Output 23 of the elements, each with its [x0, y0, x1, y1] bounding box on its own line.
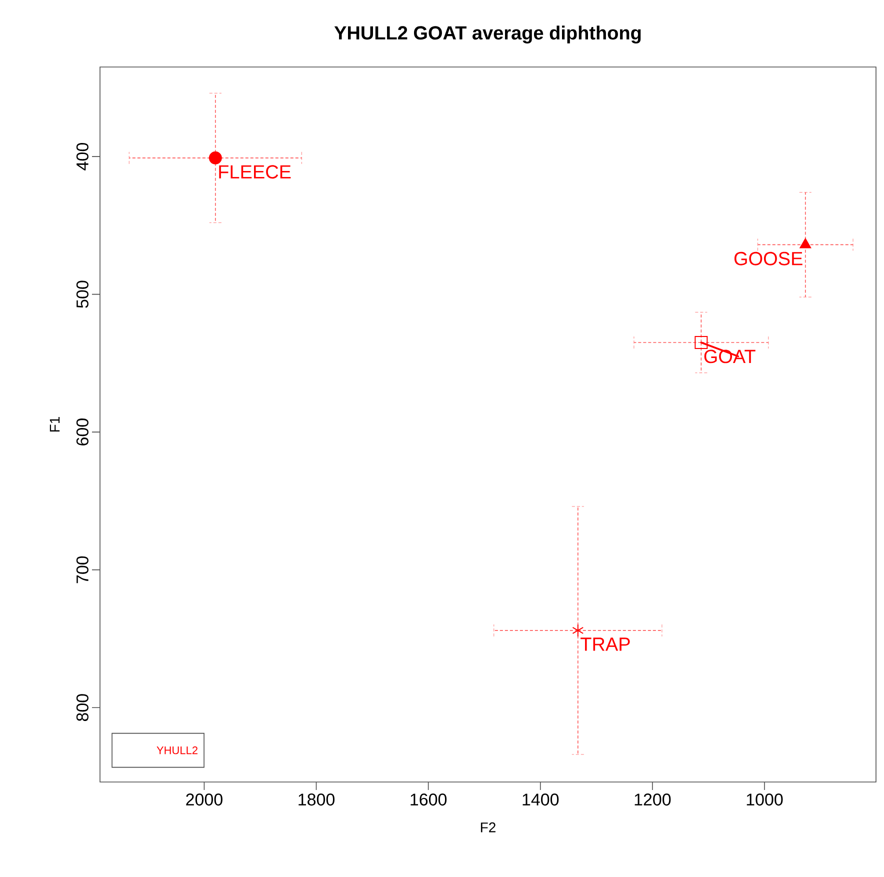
y-tick-label: 700: [76, 556, 88, 584]
y-axis-title: F1: [50, 417, 60, 432]
point: [800, 238, 812, 248]
x-tick-label: 1600: [410, 794, 447, 806]
y-tick-label: 600: [76, 418, 88, 446]
series-label: GOOSE: [734, 252, 802, 266]
x-tick-label: 1800: [298, 794, 335, 806]
point: [208, 151, 222, 164]
chart-title: YHULL2 GOAT average diphthong: [334, 26, 641, 44]
series-label: TRAP: [580, 638, 630, 651]
point: [694, 336, 708, 350]
series-label: FLEECE: [219, 165, 291, 179]
x-tick-label: 2000: [186, 794, 222, 806]
x-axis-title: F2: [480, 822, 496, 832]
x-tick-label: 1200: [634, 794, 671, 806]
point: [572, 624, 584, 637]
series-label: GOAT: [704, 350, 756, 364]
y-tick-label: 400: [76, 143, 88, 170]
y-tick-label: 500: [76, 280, 88, 308]
x-tick-label: 1400: [522, 794, 559, 806]
y-tick-label: 800: [76, 694, 88, 722]
legend-title: YHULL2: [156, 746, 198, 754]
x-tick-label: 1000: [746, 794, 783, 806]
